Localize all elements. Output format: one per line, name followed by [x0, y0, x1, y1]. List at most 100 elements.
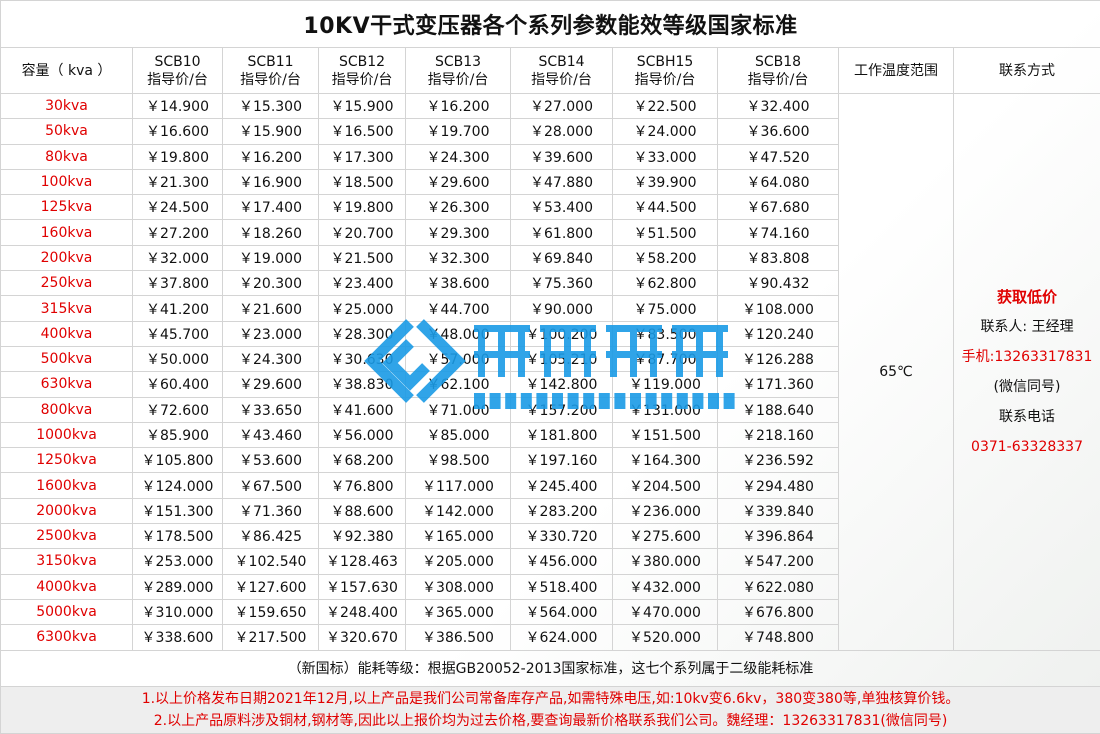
price-cell: ￥58.200 — [613, 245, 718, 270]
capacity-cell: 315kva — [1, 296, 133, 321]
price-cell: ￥456.000 — [511, 549, 613, 574]
price-cell: ￥33.000 — [613, 144, 718, 169]
price-cell: ￥470.000 — [613, 599, 718, 624]
price-cell: ￥19.700 — [406, 119, 511, 144]
price-cell: ￥53.400 — [511, 195, 613, 220]
price-cell: ￥32.400 — [718, 94, 839, 119]
price-cell: ￥74.160 — [718, 220, 839, 245]
price-cell: ￥18.260 — [223, 220, 319, 245]
price-cell: ￥17.300 — [319, 144, 406, 169]
series-name: SCB12 — [339, 54, 385, 70]
price-cell: ￥44.700 — [406, 296, 511, 321]
price-cell: ￥23.000 — [223, 321, 319, 346]
price-cell: ￥72.600 — [133, 397, 223, 422]
price-cell: ￥204.500 — [613, 473, 718, 498]
price-unit: 指导价/台 — [240, 72, 301, 88]
price-cell: ￥217.500 — [223, 625, 319, 650]
capacity-cell: 4000kva — [1, 574, 133, 599]
phone-label: 联系电话 — [954, 402, 1100, 432]
price-cell: ￥24.300 — [223, 346, 319, 371]
contact-person: 联系人: 王经理 — [954, 312, 1100, 342]
capacity-cell: 6300kva — [1, 625, 133, 650]
capacity-cell: 3150kva — [1, 549, 133, 574]
price-cell: ￥157.200 — [511, 397, 613, 422]
footer-note-1: 1.以上价格发布日期2021年12月,以上产品是我们公司常备库存产品,如需特殊电… — [1, 688, 1100, 710]
price-cell: ￥68.200 — [319, 448, 406, 473]
price-cell: ￥61.800 — [511, 220, 613, 245]
price-unit: 指导价/台 — [332, 72, 393, 88]
price-cell: ￥283.200 — [511, 498, 613, 523]
capacity-cell: 2500kva — [1, 524, 133, 549]
get-price-heading: 获取低价 — [954, 282, 1100, 312]
price-cell: ￥38.600 — [406, 271, 511, 296]
price-cell: ￥19.800 — [319, 195, 406, 220]
price-cell: ￥16.600 — [133, 119, 223, 144]
price-cell: ￥62.100 — [406, 372, 511, 397]
price-cell: ￥320.670 — [319, 625, 406, 650]
energy-standard-note: （新国标）能耗等级：根据GB20052-2013国家标准，这七个系列属于二级能耗… — [1, 650, 1100, 686]
price-cell: ￥380.000 — [613, 549, 718, 574]
price-cell: ￥236.000 — [613, 498, 718, 523]
price-cell: ￥67.680 — [718, 195, 839, 220]
price-cell: ￥15.900 — [223, 119, 319, 144]
price-cell: ￥38.830 — [319, 372, 406, 397]
price-cell: ￥57.000 — [406, 346, 511, 371]
wechat-note: (微信同号) — [954, 372, 1100, 402]
price-cell: ￥16.500 — [319, 119, 406, 144]
price-cell: ￥21.600 — [223, 296, 319, 321]
price-cell: ￥275.600 — [613, 524, 718, 549]
capacity-cell: 80kva — [1, 144, 133, 169]
price-cell: ￥29.300 — [406, 220, 511, 245]
price-cell: ￥396.864 — [718, 524, 839, 549]
series-name: SCB10 — [154, 54, 200, 70]
price-cell: ￥188.640 — [718, 397, 839, 422]
price-cell: ￥432.000 — [613, 574, 718, 599]
price-cell: ￥205.000 — [406, 549, 511, 574]
price-cell: ￥37.800 — [133, 271, 223, 296]
footer-notes: 1.以上价格发布日期2021年12月,以上产品是我们公司常备库存产品,如需特殊电… — [1, 686, 1100, 733]
price-cell: ￥76.800 — [319, 473, 406, 498]
header-contact: 联系方式 — [954, 48, 1100, 94]
price-cell: ￥56.000 — [319, 422, 406, 447]
price-cell: ￥47.520 — [718, 144, 839, 169]
price-cell: ￥19.800 — [133, 144, 223, 169]
capacity-cell: 1600kva — [1, 473, 133, 498]
price-cell: ￥64.080 — [718, 169, 839, 194]
price-cell: ￥308.000 — [406, 574, 511, 599]
series-name: SCB13 — [435, 54, 481, 70]
price-cell: ￥157.630 — [319, 574, 406, 599]
price-cell: ￥127.600 — [223, 574, 319, 599]
price-cell: ￥71.000 — [406, 397, 511, 422]
series-name: SCB14 — [538, 54, 584, 70]
price-cell: ￥171.360 — [718, 372, 839, 397]
capacity-cell: 200kva — [1, 245, 133, 270]
price-cell: ￥90.432 — [718, 271, 839, 296]
price-cell: ￥45.700 — [133, 321, 223, 346]
price-cell: ￥71.360 — [223, 498, 319, 523]
price-unit: 指导价/台 — [748, 72, 809, 88]
price-cell: ￥142.800 — [511, 372, 613, 397]
price-cell: ￥20.300 — [223, 271, 319, 296]
price-cell: ￥69.840 — [511, 245, 613, 270]
price-cell: ￥27.200 — [133, 220, 223, 245]
price-cell: ￥564.000 — [511, 599, 613, 624]
price-cell: ￥26.300 — [406, 195, 511, 220]
price-cell: ￥44.500 — [613, 195, 718, 220]
price-cell: ￥36.600 — [718, 119, 839, 144]
price-cell: ￥108.000 — [718, 296, 839, 321]
price-cell: ￥142.000 — [406, 498, 511, 523]
price-cell: ￥15.300 — [223, 94, 319, 119]
price-cell: ￥310.000 — [133, 599, 223, 624]
price-cell: ￥83.500 — [613, 321, 718, 346]
price-cell: ￥29.600 — [406, 169, 511, 194]
price-cell: ￥386.500 — [406, 625, 511, 650]
price-cell: ￥88.600 — [319, 498, 406, 523]
price-cell: ￥39.900 — [613, 169, 718, 194]
price-cell: ￥338.600 — [133, 625, 223, 650]
price-cell: ￥197.160 — [511, 448, 613, 473]
page-title: 10KV干式变压器各个系列参数能效等级国家标准 — [1, 1, 1100, 48]
